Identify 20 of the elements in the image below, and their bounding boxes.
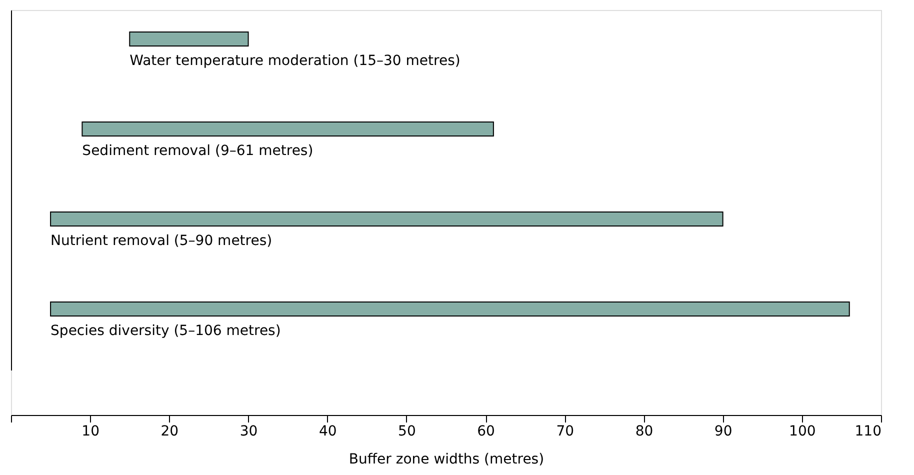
x-tick-label: 60 (477, 424, 495, 440)
bar (50, 212, 724, 226)
x-tick-label: 90 (714, 424, 732, 440)
x-tick-label: 30 (240, 424, 258, 440)
bar (129, 32, 249, 46)
y-tick-label: Water temperature moderation (15–30 metres) (130, 53, 460, 69)
x-tick-label: 70 (556, 424, 574, 440)
y-tick-label: Sediment removal (9–61 metres) (82, 143, 314, 159)
bar (82, 122, 494, 136)
x-axis-title: Buffer zone widths (metres) (348, 452, 544, 468)
x-tick-label: 20 (160, 424, 179, 440)
x-tick-label: 100 (789, 424, 816, 440)
x-tick-label: 50 (398, 424, 416, 440)
x-tick-label: 10 (82, 424, 100, 440)
x-tick-label: 110 (854, 424, 882, 440)
x-tick-label: 40 (318, 424, 337, 440)
x-tick-label: 80 (635, 424, 654, 440)
y-tick-label: Nutrient removal (5–90 metres) (50, 233, 272, 249)
bar (50, 302, 850, 316)
y-tick-label: Species diversity (5–106 metres) (50, 323, 281, 339)
